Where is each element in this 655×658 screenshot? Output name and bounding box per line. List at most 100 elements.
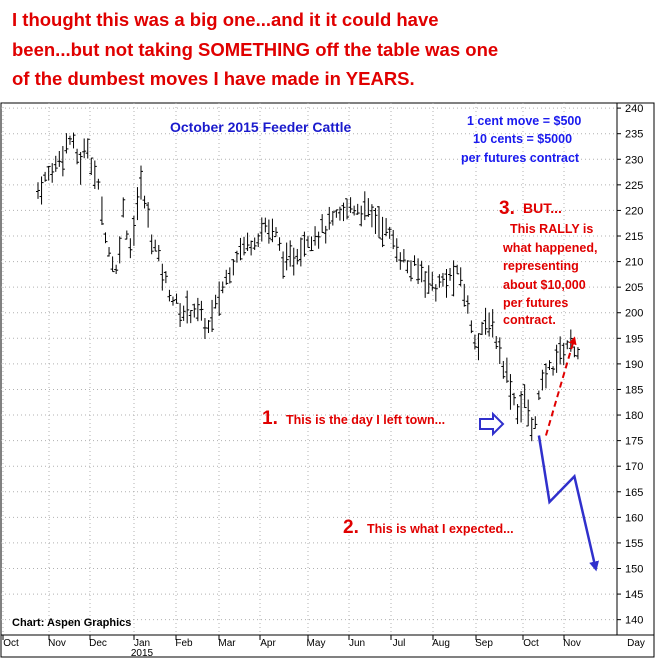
y-axis-panel — [616, 102, 655, 636]
x-tick-label: Oct — [3, 638, 19, 649]
ohlc-bar — [188, 310, 193, 324]
ohlc-bar — [320, 214, 325, 233]
x-tick-label: Sep — [475, 638, 493, 649]
ohlc-bar — [57, 150, 62, 167]
x-tick-label: Nov — [563, 638, 581, 649]
ohlc-bar — [444, 268, 449, 298]
ohlc-bar — [458, 267, 463, 287]
ohlc-bar — [121, 197, 126, 218]
ohlc-bar — [227, 267, 232, 284]
x-tick-label: Jan — [134, 638, 150, 649]
y-tick-label: 230 — [625, 154, 643, 166]
contract-note-line-1: 1 cent move = $500 — [467, 114, 581, 128]
ohlc-bar — [448, 267, 453, 281]
rally-line-2: what happened, — [502, 241, 597, 255]
ohlc-bar — [71, 132, 76, 149]
ohlc-bar — [352, 205, 357, 216]
ohlc-bar — [323, 225, 328, 244]
expected-path-arrow — [537, 435, 599, 572]
ohlc-bar — [536, 390, 541, 401]
ohlc-bar — [43, 171, 48, 182]
ohlc-bar — [149, 234, 154, 255]
y-tick-label: 240 — [625, 103, 643, 115]
ohlc-bar — [156, 244, 161, 262]
ohlc-bar — [75, 148, 80, 165]
y-tick-label: 145 — [625, 589, 643, 601]
y-tick-label: 235 — [625, 129, 643, 141]
ohlc-bar — [78, 152, 83, 185]
y-tick-label: 150 — [625, 564, 643, 576]
ohlc-bar — [64, 133, 69, 154]
ohlc-bar — [288, 240, 293, 267]
ohlc-bar — [270, 218, 275, 243]
x-tick-label: Mar — [218, 638, 236, 649]
ohlc-bar — [277, 237, 282, 251]
ohlc-bar — [224, 269, 229, 285]
headline-line-3: of the dumbest moves I have made in YEAR… — [12, 68, 415, 89]
ohlc-bar — [419, 260, 424, 283]
ohlc-bar — [490, 309, 495, 338]
ohlc-bar — [348, 197, 353, 213]
ohlc-bar — [50, 163, 55, 183]
x-tick-label: Jun — [349, 638, 365, 649]
ohlc-bar — [337, 206, 342, 221]
x-year-label: 2015 — [131, 648, 154, 658]
left-town-text: This is the day I left town... — [286, 413, 445, 427]
y-tick-label: 200 — [625, 308, 643, 320]
ohlc-bar — [67, 135, 72, 145]
ohlc-bar — [487, 312, 492, 337]
ohlc-bar — [369, 204, 374, 228]
y-tick-label: 180 — [625, 410, 643, 422]
ohlc-bar — [195, 297, 200, 322]
rally-line-1: This RALLY is — [510, 222, 593, 236]
ohlc-bar — [252, 237, 257, 250]
ohlc-bar — [170, 296, 175, 306]
ohlc-bar — [128, 238, 133, 259]
ohlc-bar — [483, 307, 488, 335]
ohlc-bar — [302, 231, 307, 257]
ohlc-bar — [39, 176, 44, 205]
ohlc-bar — [401, 249, 406, 263]
y-tick-label: 160 — [625, 512, 643, 524]
ohlc-bar — [117, 236, 122, 264]
ohlc-bar — [366, 198, 371, 217]
ohlc-bar — [266, 219, 271, 244]
ohlc-bar — [213, 294, 218, 309]
ohlc-bar — [305, 236, 310, 248]
ohlc-bar — [114, 264, 119, 274]
ohlc-bar — [440, 272, 445, 287]
ohlc-bar — [355, 203, 360, 215]
ohlc-bar — [284, 242, 289, 271]
gridlines — [1, 103, 617, 635]
ohlc-bar — [334, 209, 339, 218]
ohlc-bar — [540, 369, 545, 391]
expected-text: This is what I expected... — [367, 522, 514, 536]
y-tick-label: 215 — [625, 231, 643, 243]
y-tick-label: 190 — [625, 359, 643, 371]
ohlc-bar — [273, 227, 278, 238]
ohlc-bar — [110, 256, 115, 273]
left-town-number: 1. — [262, 408, 278, 429]
ohlc-bar — [554, 344, 559, 373]
ohlc-bar — [515, 404, 520, 425]
ohlc-bar — [529, 417, 534, 442]
y-tick-label: 220 — [625, 205, 643, 217]
ohlc-bar — [263, 217, 268, 233]
x-axis-panel — [0, 634, 655, 658]
ohlc-bar — [103, 232, 108, 244]
ohlc-bar — [384, 218, 389, 237]
ohlc-bar — [245, 232, 250, 252]
chart-title: October 2015 Feeder Cattle — [170, 119, 352, 135]
y-tick-label: 210 — [625, 257, 643, 269]
ohlc-bar — [160, 263, 165, 291]
ohlc-bar — [131, 215, 136, 246]
ohlc-bar — [416, 258, 421, 285]
y-tick-label: 170 — [625, 461, 643, 473]
ohlc-bar — [167, 289, 172, 302]
expected-number: 2. — [343, 517, 359, 538]
ohlc-bar — [124, 230, 129, 240]
ohlc-bar — [462, 283, 467, 307]
ohlc-bar — [412, 255, 417, 266]
